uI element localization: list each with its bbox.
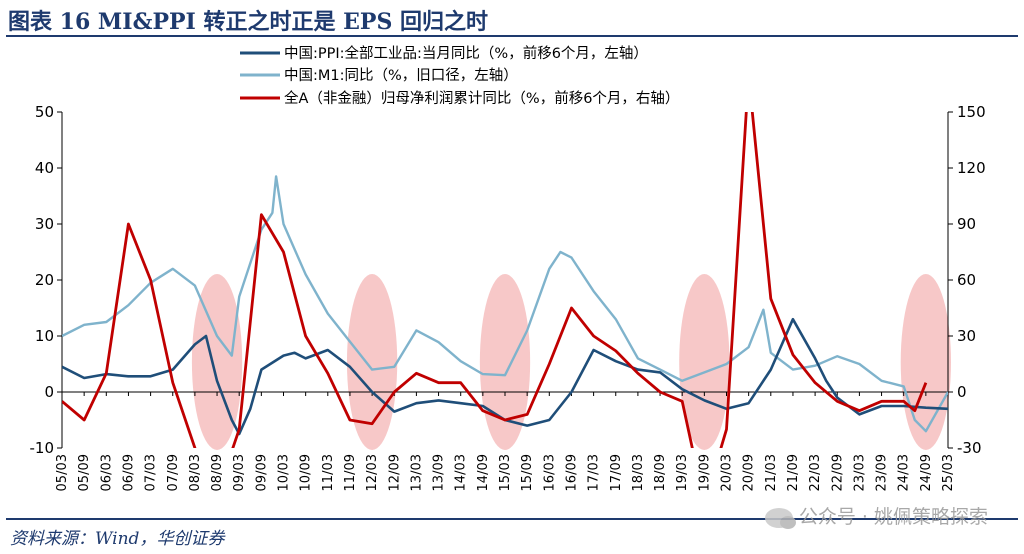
x-tick-label: 06/09 <box>121 454 136 491</box>
right-tick-label: 90 <box>957 215 976 233</box>
x-tick-label: 09/09 <box>254 454 269 491</box>
x-tick-label: 18/03 <box>631 454 646 491</box>
x-tick-label: 09/03 <box>232 454 247 491</box>
legend: 中国:PPI:全部工业品:当月同比（%，前移6个月，左轴） 中国:M1:同比（%，… <box>240 44 679 107</box>
highlight-period-1 <box>191 274 243 450</box>
x-tick-label: 15/09 <box>520 454 535 491</box>
x-tick-label: 05/09 <box>77 454 92 491</box>
x-tick-label: 25/03 <box>941 454 956 491</box>
right-tick-label: 30 <box>957 327 976 345</box>
x-tick-label: 13/09 <box>432 454 447 491</box>
x-tick-label: 06/03 <box>99 454 114 491</box>
x-tick-label: 21/03 <box>764 454 779 491</box>
axes-layer: -10 0 10 20 30 40 50 -30 0 30 60 90 120 150 05/03 05/09… <box>30 103 986 491</box>
m1-line <box>62 175 948 433</box>
x-tick-label: 12/03 <box>365 454 380 491</box>
highlight-period-5 <box>900 274 951 450</box>
left-tick-label: 20 <box>35 271 54 289</box>
left-tick-label: 0 <box>44 383 54 401</box>
legend-label-2: 中国:M1:同比（%，旧口径，左轴） <box>284 67 518 84</box>
x-tick-label: 23/09 <box>875 454 890 491</box>
right-tick-label: 60 <box>957 271 976 289</box>
left-tick-label: 40 <box>35 159 54 177</box>
x-tick-label: 12/09 <box>387 454 402 491</box>
watermark: 公众号 · 姚佩策略探索 <box>764 502 988 529</box>
right-tick-label: -30 <box>957 439 982 457</box>
ppi-line <box>62 317 948 436</box>
x-tick-label: 17/09 <box>609 454 624 491</box>
source-note: 资料来源：Wind，华创证券 <box>10 529 225 549</box>
right-tick-label: 120 <box>957 159 986 177</box>
watermark-text: 公众号 · 姚佩策略探索 <box>798 506 988 528</box>
x-tick-label: 14/03 <box>454 454 469 491</box>
x-tick-label: 10/09 <box>299 454 314 491</box>
x-tick-label: 17/03 <box>587 454 602 491</box>
x-tick-label: 07/03 <box>144 454 159 491</box>
x-tick-label: 19/09 <box>697 454 712 491</box>
figure-title: 图表 16 MI&PPI 转正之时正是 EPS 回归之时 <box>8 9 488 35</box>
wechat-icon <box>764 507 796 529</box>
left-tick-label: 10 <box>35 327 54 345</box>
left-tick-label: 50 <box>35 103 54 121</box>
x-tick-label: 22/09 <box>830 454 845 491</box>
x-tick-label: 15/03 <box>498 454 513 491</box>
x-tick-label: 11/09 <box>343 454 358 491</box>
x-tick-label: 21/09 <box>786 454 801 491</box>
x-tick-label: 24/09 <box>919 454 934 491</box>
x-tick-label: 23/03 <box>852 454 867 491</box>
x-tick-label: 11/03 <box>321 454 336 491</box>
eps-line <box>62 112 928 448</box>
x-tick-label: 16/09 <box>564 454 579 491</box>
x-tick-label: 20/03 <box>720 454 735 491</box>
x-tick-label: 19/03 <box>675 454 690 491</box>
x-tick-label: 14/09 <box>476 454 491 491</box>
series-layer <box>62 112 948 448</box>
right-tick-label: 150 <box>957 103 986 121</box>
x-tick-label: 05/03 <box>55 454 70 491</box>
x-tick-label: 13/03 <box>409 454 424 491</box>
x-tick-label: 08/09 <box>210 454 225 491</box>
x-tick-label: 08/03 <box>188 454 203 491</box>
title-rule <box>6 35 1018 37</box>
x-tick-label: 07/09 <box>166 454 181 491</box>
legend-label-1: 中国:PPI:全部工业品:当月同比（%，前移6个月，左轴） <box>284 44 648 62</box>
x-tick-label: 24/03 <box>897 454 912 491</box>
footer-rule <box>6 518 1018 520</box>
chart: -10 0 10 20 30 40 50 -30 0 30 60 90 120 150 05/03 05/09… <box>30 44 986 491</box>
x-tick-label: 10/03 <box>277 454 292 491</box>
x-tick-label: 16/03 <box>542 454 557 491</box>
left-tick-label: -10 <box>30 439 55 457</box>
x-tick-label: 22/03 <box>808 454 823 491</box>
x-tick-label: 18/09 <box>653 454 668 491</box>
legend-label-3: 全A（非金融）归母净利润累计同比（%，前移6个月，右轴） <box>284 89 679 107</box>
x-tick-label: 20/09 <box>742 454 757 491</box>
right-tick-label: 0 <box>957 383 967 401</box>
left-tick-label: 30 <box>35 215 54 233</box>
highlight-period-3 <box>479 274 531 450</box>
highlight-layer <box>191 274 951 450</box>
